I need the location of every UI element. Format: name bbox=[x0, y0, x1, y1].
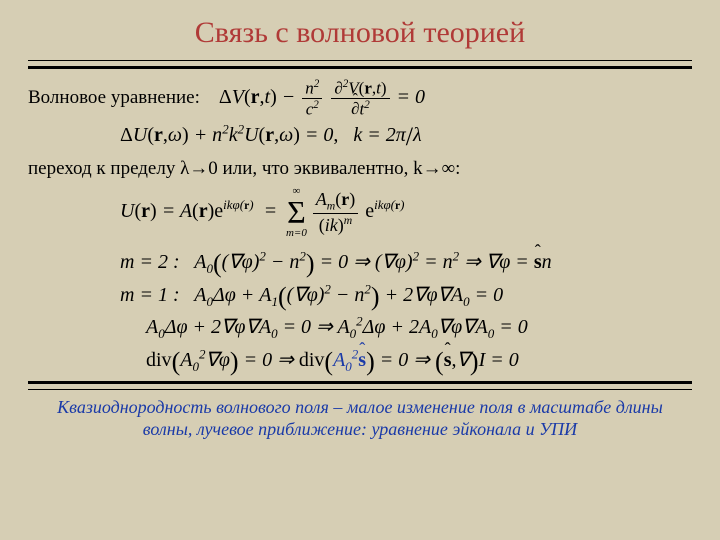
bottom-rule bbox=[28, 381, 692, 390]
eq3-line: U(r) = A(r)eikφ(r) = Σ∞m=0 Am(r)(ik)m ei… bbox=[28, 190, 692, 234]
eq5: m = 1 : A0Δφ + A1((∇φ)2 − n2) + 2∇φ∇A0 =… bbox=[120, 284, 503, 306]
eq7: div(A02∇φ) = 0 ⇒ div(A02s) = 0 ⇒ (s,∇)I … bbox=[146, 349, 519, 371]
eq1: ΔV(r,t) − n2c2 ∂2V(r,t)∂t2 = 0 bbox=[219, 86, 425, 108]
footer-note: Квазиоднородность волнового поля – малое… bbox=[28, 396, 692, 441]
eq6-line: A0Δφ + 2∇φ∇A0 = 0 ⇒ A02Δφ + 2A0∇φ∇A0 = 0 bbox=[28, 314, 692, 343]
limit-label: переход к пределу λ→0 или, что эквивален… bbox=[28, 158, 692, 180]
eq4: m = 2 : A0((∇φ)2 − n2) = 0 ⇒ (∇φ)2 = n2 … bbox=[120, 251, 552, 273]
eq2: ΔU(r,ω) + n2k2U(r,ω) = 0, k = 2π/λ bbox=[120, 124, 422, 146]
eq5-line: m = 1 : A0Δφ + A1((∇φ)2 − n2) + 2∇φ∇A0 =… bbox=[28, 281, 692, 310]
top-rule bbox=[28, 60, 692, 69]
slide-root: Связь с волновой теорией Волновое уравне… bbox=[0, 0, 720, 540]
eq4-line: m = 2 : A0((∇φ)2 − n2) = 0 ⇒ (∇φ)2 = n2 … bbox=[28, 248, 692, 277]
eq3: U(r) = A(r)eikφ(r) = Σ∞m=0 Am(r)(ik)m ei… bbox=[120, 200, 405, 222]
eq2-line: ΔU(r,ω) + n2k2U(r,ω) = 0, k = 2π/λ bbox=[28, 121, 692, 152]
eq7-line: div(A02∇φ) = 0 ⇒ div(A02s) = 0 ⇒ (s,∇)I … bbox=[28, 346, 692, 375]
eq6: A0Δφ + 2∇φ∇A0 = 0 ⇒ A02Δφ + 2A0∇φ∇A0 = 0 bbox=[146, 316, 528, 338]
slide-title: Связь с волновой теорией bbox=[28, 16, 692, 50]
wave-equation-line: Волновое уравнение: ΔV(r,t) − n2c2 ∂2V(r… bbox=[28, 79, 692, 117]
wave-eq-label: Волновое уравнение: bbox=[28, 87, 200, 108]
